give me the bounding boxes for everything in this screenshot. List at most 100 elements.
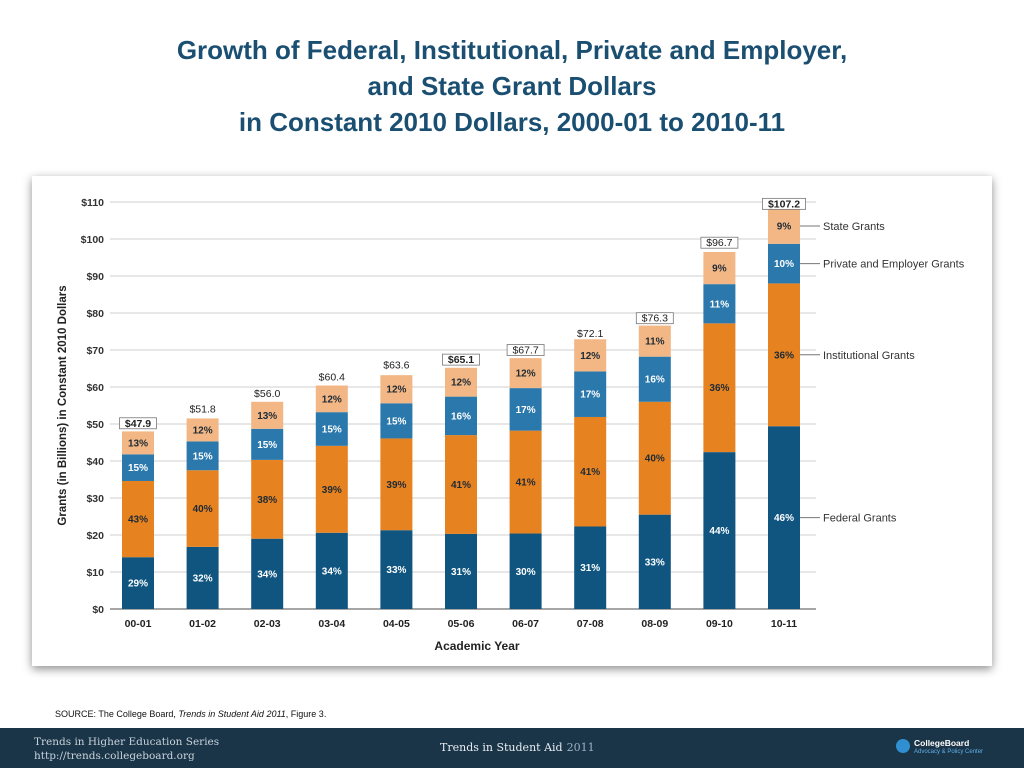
- x-tick-label: 05-06: [448, 618, 475, 630]
- footer-url[interactable]: http://trends.collegeboard.org: [34, 750, 195, 762]
- segment-label: 41%: [580, 467, 600, 478]
- y-tick-label: $100: [81, 234, 105, 246]
- x-tick-label: 00-01: [125, 618, 152, 630]
- footer-center-year: 2011: [566, 741, 595, 754]
- x-tick-label: 01-02: [189, 618, 216, 630]
- segment-label: 12%: [322, 394, 342, 405]
- segment-label: 12%: [580, 351, 600, 362]
- y-tick-label: $10: [86, 567, 104, 579]
- total-label: $56.0: [254, 388, 280, 400]
- chart-title-line-2: and State Grant Dollars: [367, 71, 657, 101]
- bar-segment: [122, 557, 154, 609]
- total-label-box: [442, 353, 480, 366]
- segment-label: 15%: [257, 440, 277, 451]
- bar-segment: [186, 441, 219, 471]
- y-axis-label: Grants (in Billions) in Constant 2010 Do…: [57, 285, 69, 525]
- collegeboard-logo: CollegeBoard Advocacy & Policy Center: [896, 736, 1022, 762]
- x-tick-label: 08-09: [641, 618, 668, 630]
- chart-title-line-1: Growth of Federal, Institutional, Privat…: [176, 35, 848, 65]
- y-tick-label: $40: [86, 456, 104, 468]
- segment-label: 31%: [451, 567, 471, 578]
- bar-segment: [380, 375, 413, 404]
- footer-series-name: Trends in Higher Education Series: [34, 736, 220, 748]
- bar-segment: [315, 385, 348, 413]
- bar-segment: [509, 533, 542, 609]
- segment-label: 17%: [516, 405, 536, 416]
- segment-label: 13%: [257, 411, 277, 422]
- segment-label: 41%: [516, 478, 536, 489]
- y-tick-label: $0: [92, 604, 104, 616]
- bar-segment: [445, 367, 477, 397]
- bar-segment: [445, 533, 477, 609]
- segment-label: 31%: [580, 563, 600, 574]
- segment-label: 12%: [451, 378, 471, 389]
- bar-segment: [768, 283, 800, 427]
- x-tick-label: 03-04: [318, 618, 345, 630]
- legend-label: State Grants: [823, 221, 885, 233]
- footer-series: Trends in Higher Education Series http:/…: [34, 735, 219, 763]
- y-tick-label: $70: [86, 345, 104, 357]
- total-label: $47.9: [125, 418, 151, 430]
- bar-segment: [315, 445, 348, 533]
- bar-segment: [186, 470, 219, 547]
- bar-segment: [574, 371, 607, 417]
- segment-label: 40%: [645, 454, 665, 465]
- y-tick-label: $80: [86, 308, 104, 320]
- bar-segment: [380, 438, 413, 531]
- total-label: $96.7: [706, 237, 732, 249]
- chart-title: Growth of Federal, Institutional, Privat…: [0, 32, 1024, 140]
- segment-label: 44%: [709, 526, 729, 537]
- bar-segment: [445, 435, 477, 534]
- bar-segment: [638, 356, 671, 402]
- bar-segment: [122, 431, 154, 455]
- chart-panel: $0 $10 $20 $30 $40 $50 $60 $70 $80 $90 $100 $110 Gra…: [32, 176, 992, 666]
- total-label: $60.4: [319, 372, 345, 384]
- segment-label: 11%: [645, 337, 665, 348]
- y-tick-label: $30: [86, 493, 104, 505]
- total-label: $65.1: [448, 354, 474, 366]
- footer-bar: Trends in Higher Education Series http:/…: [0, 728, 1024, 768]
- segment-label: 33%: [645, 557, 665, 568]
- bar-segment: [509, 388, 542, 431]
- bar-segment: [703, 452, 736, 609]
- legend-label: Private and Employer Grants: [823, 259, 965, 271]
- x-tick-label: 07-08: [577, 618, 604, 630]
- bar-segment: [574, 339, 607, 372]
- bar-segment: [638, 401, 671, 515]
- total-label: $67.7: [512, 345, 538, 357]
- segment-label: 39%: [322, 485, 342, 496]
- total-label: $72.1: [577, 328, 603, 340]
- segment-label: 12%: [516, 369, 536, 380]
- segment-label: 17%: [580, 390, 600, 401]
- total-label: $76.3: [642, 313, 668, 325]
- segment-label: 16%: [451, 411, 471, 422]
- bar-segment: [509, 430, 542, 534]
- segment-label: 36%: [774, 350, 794, 361]
- bar-segment: [122, 480, 154, 558]
- bar-segment: [574, 526, 607, 609]
- x-axis-label: Academic Year: [434, 639, 520, 653]
- footer-center-title: Trends in Student Aid: [440, 741, 563, 754]
- acorn-icon: [896, 739, 910, 753]
- total-label: $51.8: [189, 403, 215, 415]
- bar-segment: [703, 251, 736, 285]
- bar-segment: [768, 243, 800, 284]
- segment-label: 41%: [451, 480, 471, 491]
- bar-segment: [186, 418, 219, 442]
- x-tick-label: 02-03: [254, 618, 281, 630]
- y-tick-label: $60: [86, 382, 104, 394]
- segment-label: 15%: [128, 463, 148, 474]
- x-tick-label: 10-11: [771, 618, 797, 630]
- segment-label: 15%: [322, 424, 342, 435]
- stacked-bar-chart: $0 $10 $20 $30 $40 $50 $60 $70 $80 $90 $100 $110 Gra…: [57, 197, 965, 653]
- bar-segment: [703, 323, 736, 453]
- bar-segment: [768, 208, 800, 244]
- bar-segment: [380, 530, 413, 609]
- legend-label: Institutional Grants: [823, 350, 915, 362]
- segment-label: 43%: [128, 515, 148, 526]
- segment-label: 38%: [257, 495, 277, 506]
- segment-label: 39%: [386, 480, 406, 491]
- legend-label: Federal Grants: [823, 513, 897, 525]
- bar-segment: [251, 401, 284, 429]
- source-publication: Trends in Student Aid 2011: [178, 709, 286, 719]
